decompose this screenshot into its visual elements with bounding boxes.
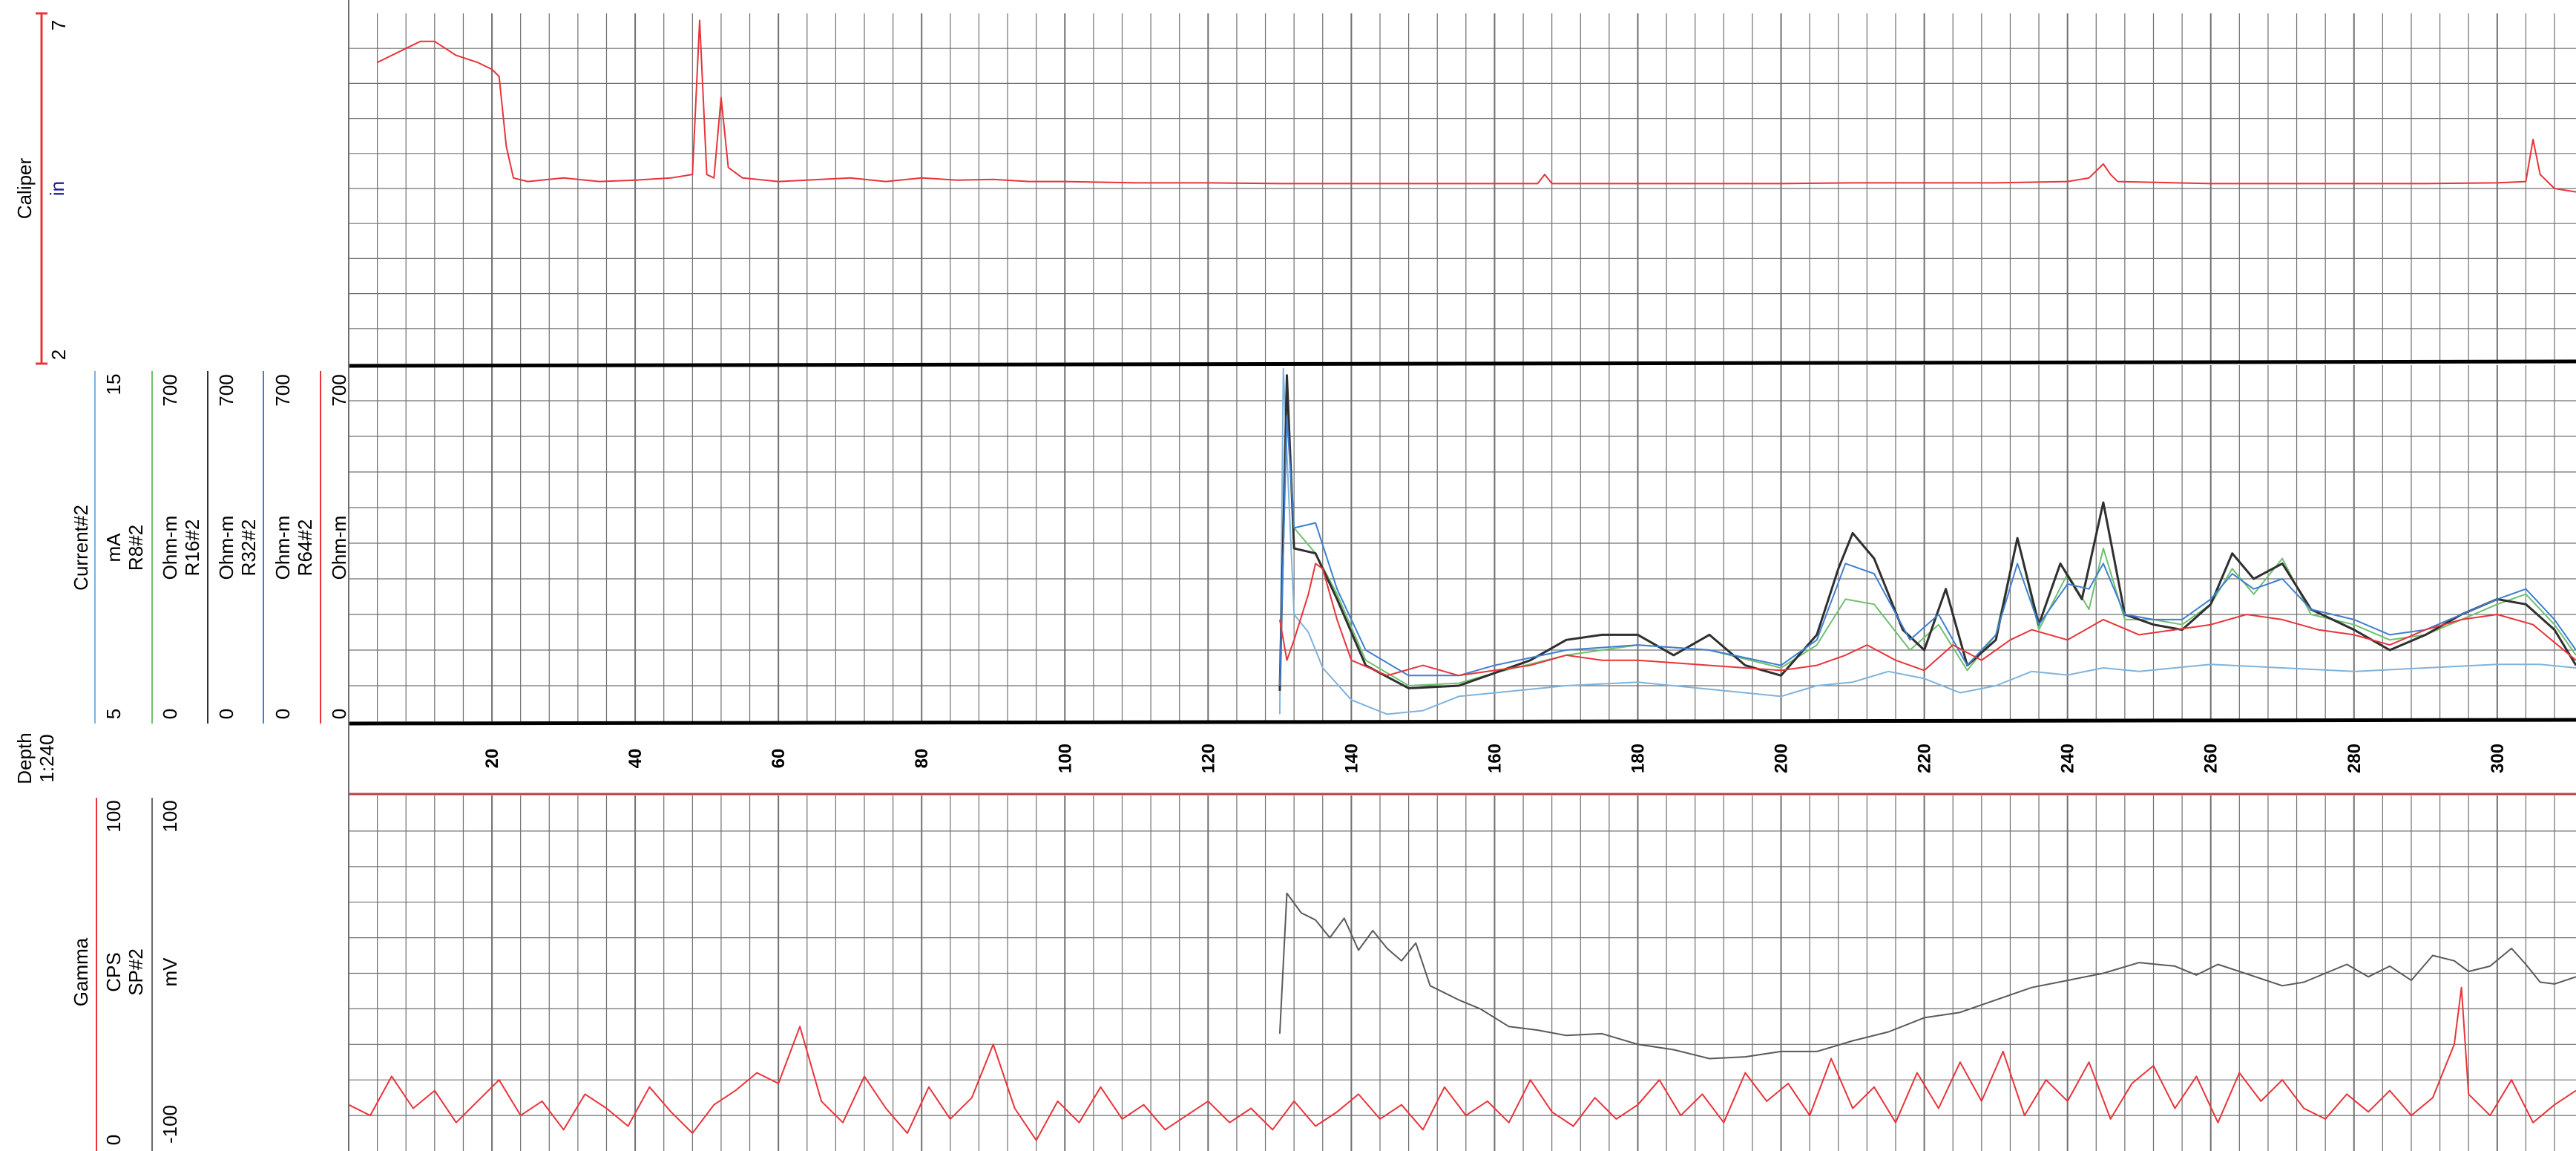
caliper-track-grid bbox=[349, 13, 2576, 364]
depth-tick-label: 160 bbox=[1485, 744, 1505, 773]
current-scale-min: 5 bbox=[102, 709, 125, 719]
r64-scale-min: 0 bbox=[328, 709, 350, 719]
gamma-curve-name: Gamma bbox=[70, 937, 92, 1006]
depth-tick-label: 120 bbox=[1198, 744, 1218, 773]
depth-tick-label: 280 bbox=[2345, 744, 2365, 773]
r32-curve-unit: Ohm-m bbox=[272, 516, 294, 580]
curve-r16-2 bbox=[1278, 374, 2576, 691]
r64-curve-unit: Ohm-m bbox=[328, 516, 350, 580]
r32-scale-min: 0 bbox=[272, 709, 294, 719]
sp-curve-name: SP#2 bbox=[125, 948, 147, 996]
depth-tick-label: 200 bbox=[1772, 744, 1792, 773]
current-scale-max: 15 bbox=[102, 374, 125, 396]
depth-tick-label: 40 bbox=[625, 749, 645, 769]
caliper-curve-name: Caliper bbox=[13, 157, 36, 219]
current-curve-name: Current#2 bbox=[70, 505, 92, 591]
r16-scale-min: 0 bbox=[215, 709, 237, 719]
depth-axis: 20 40 60 80 100 120 140 160 180 200 220 240 260 280 30… bbox=[482, 744, 2508, 773]
gamma-scale-max: 100 bbox=[102, 800, 125, 832]
depth-tick-label: 140 bbox=[1341, 744, 1361, 773]
r16-scale-max: 700 bbox=[215, 374, 237, 406]
r8-scale-min: 0 bbox=[159, 709, 181, 719]
depth-tick-label: 220 bbox=[1915, 744, 1935, 773]
depth-tick-label: 300 bbox=[2488, 744, 2508, 773]
gamma-curve-unit: CPS bbox=[102, 952, 125, 991]
caliper-track-bottom-border bbox=[348, 359, 2576, 368]
resistivity-track-bottom-border bbox=[348, 718, 2576, 726]
curve-sp-2 bbox=[1278, 892, 2576, 1060]
sp-scale-min: -100 bbox=[159, 1105, 181, 1144]
r16-curve-unit: Ohm-m bbox=[215, 516, 237, 580]
r16-curve-name: R16#2 bbox=[181, 519, 203, 577]
r8-curve-unit: Ohm-m bbox=[159, 516, 181, 580]
caliper-scale-min: 2 bbox=[47, 350, 70, 360]
depth-scale: 1:240 bbox=[36, 734, 58, 782]
depth-tick-label: 20 bbox=[482, 749, 502, 769]
sp-scale-max: 100 bbox=[159, 800, 181, 832]
caliper-curve-unit: in bbox=[46, 181, 68, 196]
depth-tick-label: 100 bbox=[1055, 744, 1075, 773]
log-curves bbox=[348, 19, 2576, 1141]
depth-label: Depth bbox=[13, 732, 36, 784]
depth-tick-label: 80 bbox=[912, 749, 932, 769]
depth-tick-label: 60 bbox=[769, 749, 789, 769]
depth-tick-label: 180 bbox=[1628, 744, 1648, 773]
current-curve-unit: mA bbox=[102, 533, 125, 563]
r32-scale-max: 700 bbox=[272, 374, 294, 406]
r8-curve-name: R8#2 bbox=[125, 525, 147, 571]
depth-tick-label: 260 bbox=[2201, 744, 2221, 773]
curve-caliper bbox=[377, 19, 2576, 193]
r8-scale-max: 700 bbox=[159, 374, 181, 406]
curve-gamma bbox=[348, 986, 2576, 1141]
r64-scale-max: 700 bbox=[328, 374, 350, 406]
gamma-scale-min: 0 bbox=[102, 1135, 125, 1145]
depth-tick-label: 240 bbox=[2058, 744, 2078, 773]
caliper-scale-max: 7 bbox=[47, 20, 70, 30]
sp-curve-unit: mV bbox=[159, 957, 181, 987]
curve-r32-2 bbox=[1278, 415, 2576, 686]
curve-current-2 bbox=[1278, 367, 2576, 715]
r64-curve-name: R64#2 bbox=[294, 519, 316, 577]
curve-r64-2 bbox=[1278, 563, 2576, 677]
r32-curve-name: R32#2 bbox=[237, 519, 260, 577]
